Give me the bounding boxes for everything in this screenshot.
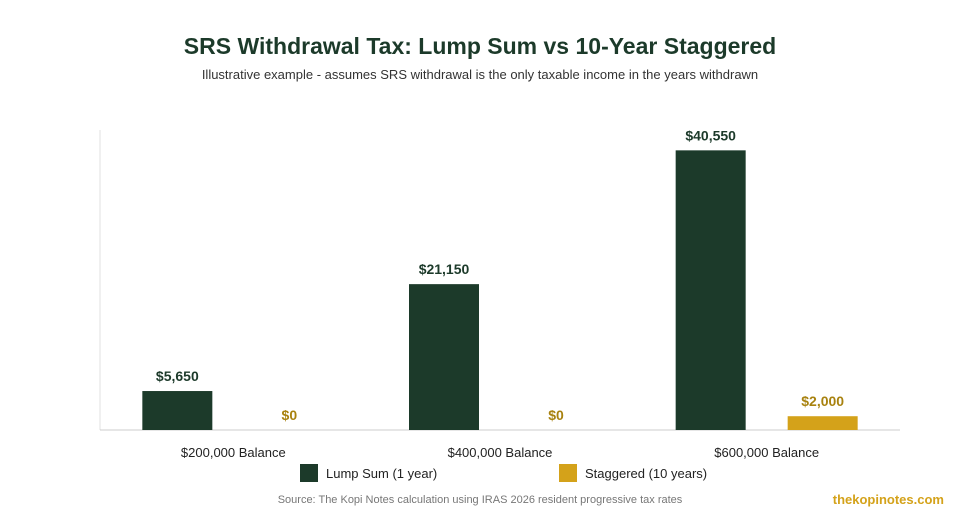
data-label-lump-sum-3: $40,550 xyxy=(685,127,736,143)
bars-group: $5,650 $0 $21,150 $0 $40,550 $2,000 xyxy=(142,127,858,430)
data-label-staggered-3: $2,000 xyxy=(801,393,844,409)
brand-watermark: thekopinotes.com xyxy=(832,492,944,507)
legend: Lump Sum (1 year) Staggered (10 years) xyxy=(0,464,960,484)
x-tick-label-2: $400,000 Balance xyxy=(448,445,553,460)
bar-lump-sum-1 xyxy=(142,391,213,430)
x-tick-label-3: $600,000 Balance xyxy=(714,445,819,460)
bar-lump-sum-2 xyxy=(409,284,479,430)
legend-label-lump-sum: Lump Sum (1 year) xyxy=(326,465,438,481)
legend-swatch-lump-sum xyxy=(300,464,318,482)
bar-lump-sum-3 xyxy=(675,150,746,430)
legend-label-staggered: Staggered (10 years) xyxy=(585,465,708,481)
x-tick-label-1: $200,000 Balance xyxy=(181,445,286,460)
data-label-staggered-2: $0 xyxy=(548,407,564,423)
data-label-staggered-1: $0 xyxy=(282,407,298,423)
chart-subtitle: Illustrative example - assumes SRS withd… xyxy=(201,67,759,82)
legend-swatch-staggered xyxy=(559,464,577,482)
chart-title: SRS Withdrawal Tax: Lump Sum vs 10-Year … xyxy=(183,33,777,59)
data-label-lump-sum-2: $21,150 xyxy=(419,261,470,277)
data-label-lump-sum-1: $5,650 xyxy=(156,368,199,384)
x-tick-labels: $200,000 Balance $400,000 Balance $600,000… xyxy=(181,445,819,460)
legend-item-lump-sum: Lump Sum (1 year) xyxy=(300,464,437,482)
bar-staggered-3 xyxy=(787,416,858,430)
source-note: Source: The Kopi Notes calculation using… xyxy=(277,494,683,506)
legend-item-staggered: Staggered (10 years) xyxy=(559,464,707,482)
